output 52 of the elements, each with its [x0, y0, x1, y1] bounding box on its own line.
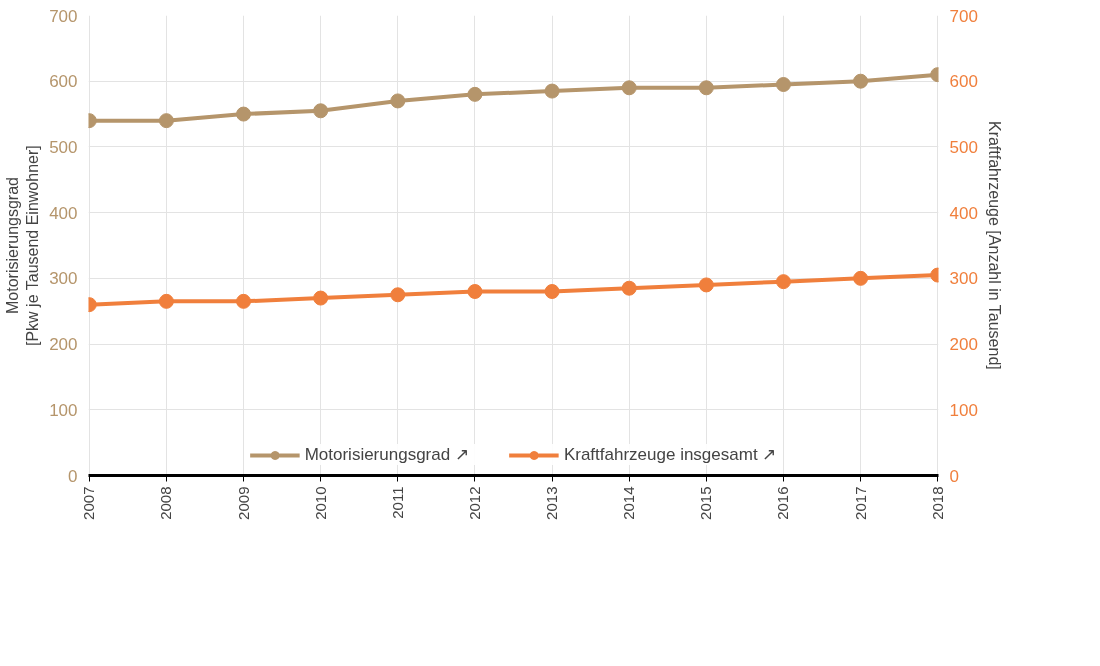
point: [467, 284, 483, 299]
point: [236, 106, 252, 122]
point: [390, 93, 406, 109]
y-tick-label: 500: [49, 137, 78, 157]
point: [544, 83, 560, 99]
point: [313, 103, 329, 119]
y-tick-label: 100: [49, 400, 78, 420]
y-tick-label: 700: [49, 6, 78, 26]
x-tick-label: 2011: [388, 486, 406, 519]
point: [544, 284, 560, 299]
point: [775, 274, 791, 290]
x-tick-label: 2014: [620, 486, 638, 520]
y2-tick-label: 700: [949, 6, 978, 26]
x-tick-label: 2007: [80, 486, 98, 520]
point: [313, 290, 329, 306]
x-tick-label: 2009: [234, 486, 252, 520]
x-tick-label: 2010: [311, 486, 329, 520]
legend-label: Motorisierungsgrad ↗: [304, 444, 469, 465]
legend-label: Kraftfahrzeuge insgesamt ↗: [563, 444, 777, 465]
y-tick-label: 400: [49, 203, 78, 223]
y-axis-title: Motorisierungsgrad [Pkw je Tausend Einwohner]: [3, 145, 42, 346]
x-tick-label: 2012: [465, 486, 483, 520]
x-tick-label: 2015: [697, 486, 715, 520]
x-tick-label: 2013: [543, 486, 561, 520]
y-tick-label: 0: [68, 466, 78, 486]
point: [467, 86, 483, 102]
y2-tick-label: 300: [949, 269, 978, 289]
point: [158, 113, 174, 129]
point: [853, 270, 869, 286]
point: [621, 80, 637, 96]
x-tick-label: 2018: [928, 486, 946, 520]
point: [698, 80, 714, 96]
y2-tick-label: 500: [949, 137, 978, 157]
y-tick-label: 600: [49, 72, 78, 92]
point: [698, 277, 714, 293]
point: [853, 73, 869, 89]
y-tick-label: 200: [49, 335, 78, 355]
point: [775, 77, 791, 92]
point: [390, 287, 406, 303]
y2-tick-label: 600: [949, 72, 978, 92]
y-tick-label: 300: [49, 269, 78, 289]
y2-tick-label: 200: [949, 335, 978, 355]
y2-tick-label: 0: [949, 466, 959, 486]
x-tick-label: 2017: [851, 486, 869, 520]
x-tick-label: 2016: [774, 486, 792, 520]
x-tick-label: 2008: [157, 486, 175, 520]
point: [158, 293, 174, 309]
point: [621, 280, 637, 296]
y2-axis-title: Kraftfahrzeuge [Anzahl in Tausend]: [985, 120, 1003, 370]
point: [236, 293, 252, 309]
y2-tick-label: 400: [949, 203, 978, 223]
y2-tick-label: 100: [949, 400, 978, 420]
